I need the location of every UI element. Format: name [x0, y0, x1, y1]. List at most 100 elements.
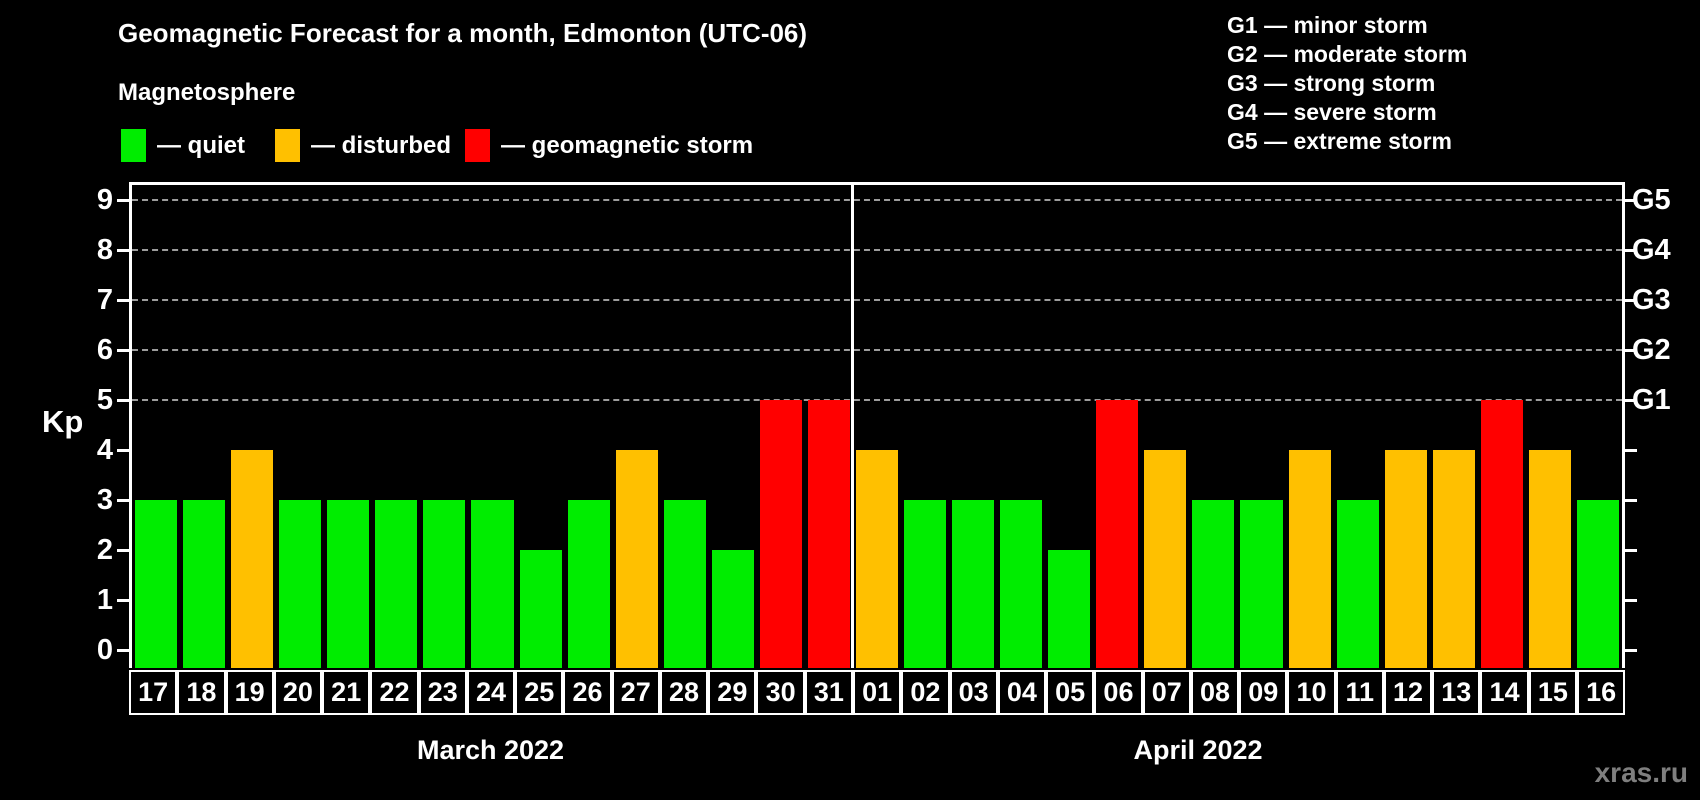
kp-bar: [471, 500, 514, 668]
gridline-kp-8: [132, 249, 1622, 251]
day-cell: 23: [418, 670, 467, 715]
disturbed-color-swatch: [275, 129, 300, 162]
day-cell: 09: [1239, 670, 1288, 715]
kp-tick-right: [1625, 199, 1637, 202]
g-scale-legend: G1 — minor storm G2 — moderate storm G3 …: [1227, 11, 1467, 156]
kp-bar: [663, 500, 706, 668]
kp-tick-left: [117, 349, 129, 352]
kp-tick-right: [1625, 499, 1637, 502]
kp-tick-left: [117, 399, 129, 402]
kp-tick-label: 1: [96, 584, 113, 616]
kp-bar: [1000, 500, 1043, 668]
kp-bar: [183, 500, 226, 668]
g-tick-label-g4: G4: [1632, 234, 1671, 266]
day-cell: 06: [1094, 670, 1143, 715]
kp-bar: [1384, 450, 1427, 668]
plot-area: 0 1 2 3 4 5 6 7 8 9 G1 G2 G3 G4 G5: [97, 182, 1671, 668]
day-cell: 01: [852, 670, 902, 715]
kp-tick-left: [117, 549, 129, 552]
day-cell: 31: [804, 670, 853, 715]
kp-bar: [519, 550, 562, 668]
day-cell: 25: [515, 670, 564, 715]
day-cell: 27: [611, 670, 660, 715]
month-label-april: April 2022: [1133, 735, 1263, 765]
storm-color-swatch: [465, 129, 491, 162]
day-cell: 02: [901, 670, 950, 715]
kp-tick-left: [117, 249, 129, 252]
kp-bar: [423, 500, 466, 668]
day-cell: 20: [273, 670, 323, 715]
chart-title: Geomagnetic Forecast for a month, Edmont…: [118, 18, 808, 48]
day-cell: 14: [1480, 670, 1529, 715]
day-cell: 16: [1576, 670, 1626, 715]
kp-tick-label: 4: [96, 434, 113, 466]
kp-tick-label: 3: [96, 484, 113, 516]
quiet-color-swatch: [121, 129, 146, 162]
day-cell: 10: [1287, 670, 1336, 715]
kp-tick-label: 2: [96, 534, 113, 566]
day-cell: 22: [370, 670, 419, 715]
day-cell: 19: [225, 670, 274, 715]
kp-bar: [952, 500, 995, 668]
day-cell: 03: [949, 670, 998, 715]
kp-bar: [279, 500, 322, 668]
watermark: xras.ru: [1594, 757, 1688, 788]
kp-tick-label: 6: [96, 334, 113, 366]
g5-legend-line: G5 — extreme storm: [1227, 128, 1452, 154]
day-cell: 12: [1383, 670, 1433, 715]
kp-bar: [1192, 500, 1235, 668]
day-cell: 21: [322, 670, 371, 715]
kp-axis-title: Kp: [42, 404, 84, 439]
kp-tick-right: [1625, 649, 1637, 652]
day-cell: 29: [708, 670, 757, 715]
day-label-row: 17 18 19 20 21 22 23 24 25 26 27 28 29 30 31 01 02 03 04 05…: [129, 670, 1626, 715]
kp-tick-right: [1625, 349, 1637, 352]
day-cell: 08: [1190, 670, 1240, 715]
kp-tick-label: 9: [96, 184, 113, 216]
day-cell: 17: [129, 670, 178, 715]
kp-bar: [1336, 500, 1379, 668]
g-tick-label-g1: G1: [1632, 384, 1671, 416]
day-cell: 18: [177, 670, 226, 715]
gridline-kp-9: [132, 199, 1622, 201]
kp-bar: [1576, 500, 1619, 668]
day-cell: 15: [1528, 670, 1577, 715]
kp-tick-left: [117, 199, 129, 202]
month-divider: [851, 185, 855, 668]
g4-legend-line: G4 — severe storm: [1227, 99, 1437, 125]
kp-bar: [615, 450, 658, 668]
day-cell: 26: [563, 670, 612, 715]
kp-tick-left: [117, 499, 129, 502]
day-cell: 07: [1142, 670, 1191, 715]
kp-bar: [375, 500, 418, 668]
day-cell: 05: [1046, 670, 1095, 715]
storm-label: — geomagnetic storm: [501, 131, 754, 159]
kp-bar: [1144, 450, 1187, 668]
magnetosphere-label: Magnetosphere: [118, 79, 296, 106]
kp-bar: [231, 450, 274, 668]
legend-item-quiet: — quiet: [121, 129, 245, 162]
kp-bar: [1480, 400, 1523, 668]
kp-bar: [1096, 400, 1139, 668]
kp-bar: [1288, 450, 1331, 668]
kp-tick-label: 0: [96, 634, 113, 666]
g-tick-label-g2: G2: [1632, 334, 1671, 366]
gridline-kp-7: [132, 299, 1622, 301]
kp-tick-left: [117, 599, 129, 602]
g2-legend-line: G2 — moderate storm: [1227, 41, 1468, 67]
kp-bar: [567, 500, 610, 668]
kp-tick-right: [1625, 249, 1637, 252]
kp-tick-label: 8: [96, 234, 113, 266]
day-cell: 13: [1432, 670, 1481, 715]
kp-bar: [855, 450, 899, 668]
legend-item-storm: — geomagnetic storm: [465, 129, 753, 162]
day-cell: 30: [756, 670, 805, 715]
kp-bar: [711, 550, 754, 668]
kp-tick-right: [1625, 549, 1637, 552]
kp-bar: [759, 400, 802, 668]
disturbed-label: — disturbed: [311, 131, 452, 159]
kp-bar: [807, 400, 850, 668]
kp-bar: [1528, 450, 1571, 668]
g3-legend-line: G3 — strong storm: [1227, 70, 1436, 96]
